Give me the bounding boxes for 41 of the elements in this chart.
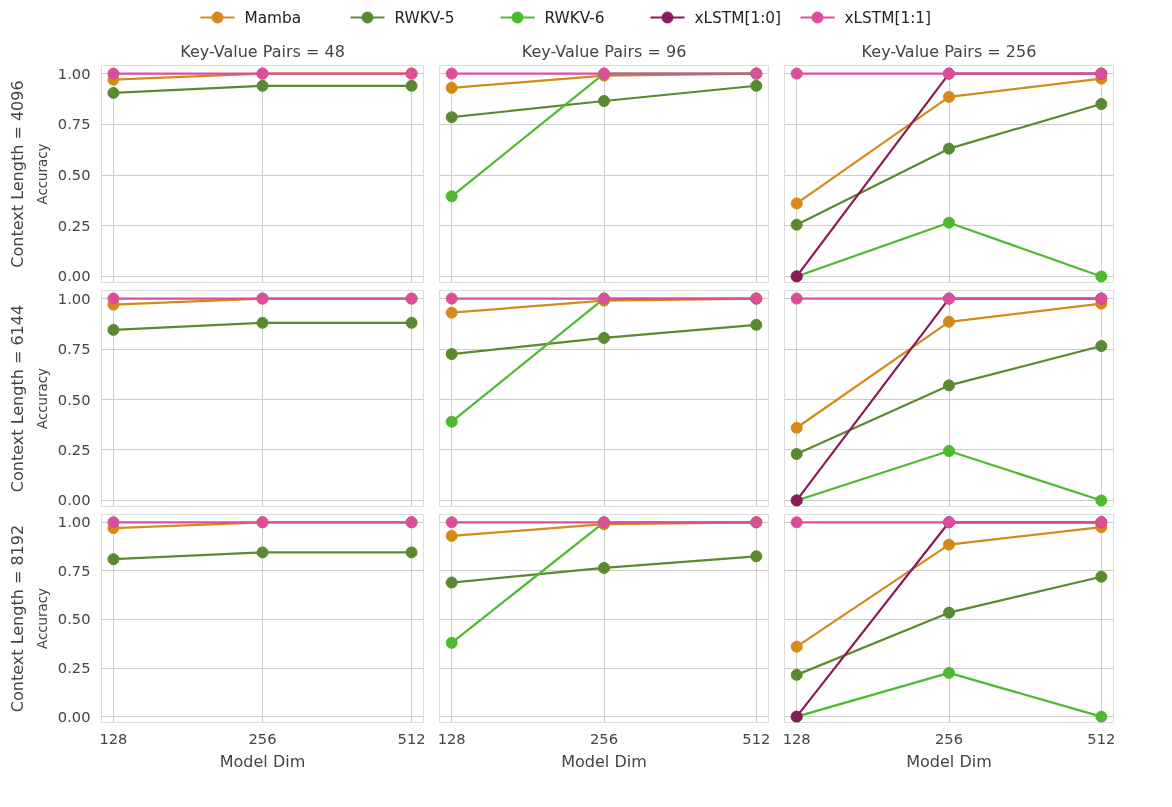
x-tick-label: 256: [248, 729, 277, 747]
y-axis-title: Accuracy: [34, 587, 50, 649]
x-tick-label: 128: [99, 729, 128, 747]
legend-label: xLSTM[1:1]: [844, 8, 932, 27]
x-tick-label: 128: [782, 729, 811, 747]
x-tick-label: 256: [590, 729, 618, 747]
legend-label: RWKV-5: [394, 8, 455, 27]
text: Context Length = 4096: [7, 80, 27, 268]
y-tick-label: 0.50: [57, 610, 91, 628]
chart-title: Key-Value Pairs = 96: [521, 41, 687, 61]
y-tick-label: 0.25: [57, 440, 91, 458]
y-tick-label: 0.50: [57, 166, 91, 184]
chart-title: Key-Value Pairs = 256: [861, 41, 1037, 61]
x-tick-label: 512: [742, 729, 771, 747]
x-axis-title: Model Dim: [906, 751, 992, 771]
legend-label: xLSTM[1:0]: [694, 8, 782, 27]
y-tick-label: 1.00: [57, 513, 91, 531]
x-axis-title: Model Dim: [561, 751, 647, 771]
chart-title: Key-Value Pairs = 48: [180, 41, 345, 61]
x-tick-label: 256: [935, 729, 963, 747]
y-tick-label: 0.50: [57, 390, 91, 408]
y-tick-label: 0.75: [57, 561, 91, 579]
y-tick-label: 0.75: [57, 340, 91, 358]
y-tick-label: 1.00: [57, 64, 91, 82]
legend-label: Mamba: [244, 8, 302, 27]
y-tick-label: 0.25: [57, 659, 91, 677]
y-axis-title: Accuracy: [34, 143, 50, 205]
y-tick-label: 0.75: [57, 115, 91, 133]
legend-label: RWKV-6: [544, 8, 605, 27]
y-tick-label: 1.00: [57, 289, 91, 307]
y-axis-title: Accuracy: [34, 367, 50, 429]
x-tick-label: 512: [1087, 729, 1116, 747]
y-tick-label: 0.00: [57, 267, 91, 285]
text: Context Length = 6144: [7, 304, 27, 493]
x-tick-label: 128: [437, 729, 466, 747]
y-tick-label: 0.00: [57, 707, 91, 725]
text: Context Length = 8192: [7, 524, 27, 713]
x-axis-title: Model Dim: [219, 751, 306, 771]
y-tick-label: 0.00: [57, 491, 91, 509]
x-tick-label: 512: [397, 729, 426, 747]
y-tick-label: 0.25: [57, 216, 91, 234]
